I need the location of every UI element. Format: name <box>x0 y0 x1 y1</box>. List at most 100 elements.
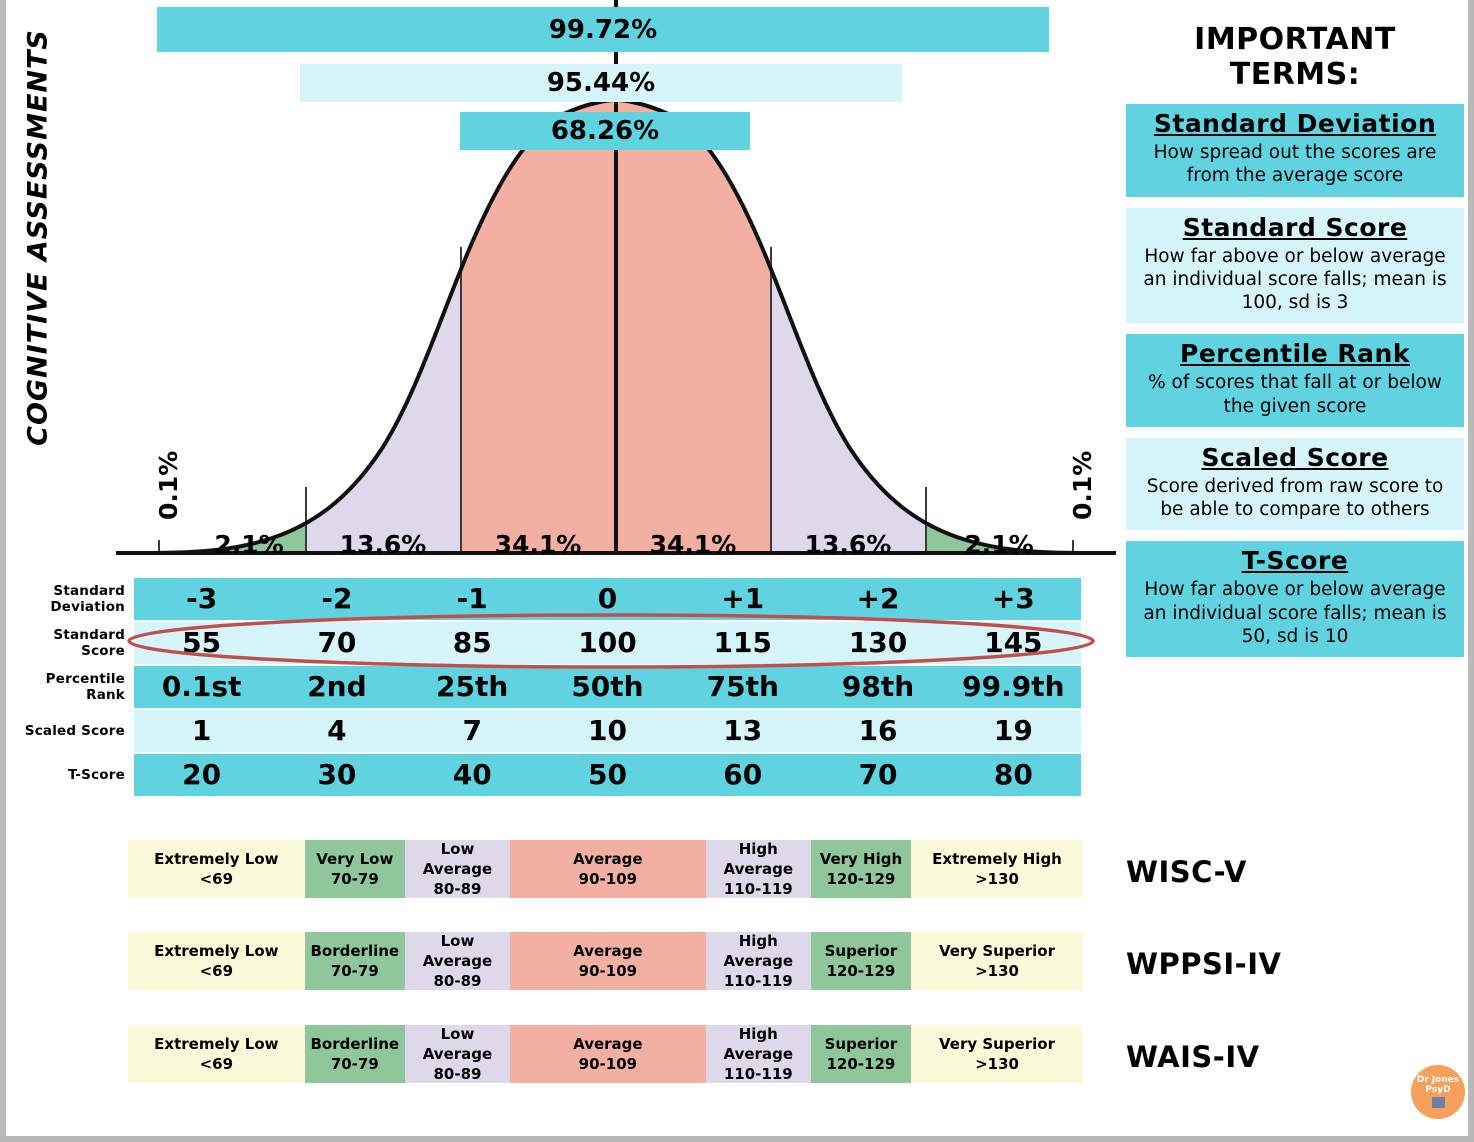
region-pos2-pos3 <box>926 100 1073 553</box>
normal-curve-chart: 99.72% 95.44% 68.26% 0.1% 2.1% 13.6% 34.… <box>116 0 1116 575</box>
category-cell: Low Average 80-89 <box>404 840 510 899</box>
category-name: Average <box>573 849 643 868</box>
category-cell: Average 90-109 <box>509 840 706 898</box>
category-range: 120-129 <box>826 870 896 888</box>
category-range: 110-119 <box>723 972 793 991</box>
region-pct-1: 2.1% <box>214 530 284 559</box>
cell: 25th <box>436 670 509 703</box>
row-label-percentile-rank: Percentile Rank <box>45 671 125 703</box>
cell: 60 <box>723 758 763 791</box>
category-cell: High Average 110-119 <box>705 1024 811 1083</box>
category-name: High Average <box>723 931 793 970</box>
category-range: <69 <box>199 870 234 888</box>
term-card-standard-score: Standard Score How far above or below av… <box>1126 207 1464 324</box>
cell: -1 <box>456 582 488 615</box>
table-row: Standard Score 55 70 85 100 115 130 145 <box>6 622 1096 664</box>
term-description: % of scores that fall at or below the gi… <box>1148 372 1442 417</box>
category-range: 90-109 <box>578 962 638 980</box>
important-terms-panel: IMPORTANT TERMS: Standard Deviation How … <box>1126 22 1464 668</box>
cell: 80 <box>993 758 1033 791</box>
category-cell: Average 90-109 <box>509 1025 706 1083</box>
cell: 75th <box>706 670 779 703</box>
page-title: COGNITIVE ASSESSMENTS <box>22 29 54 446</box>
table-row: Percentile Rank 0.1st 2nd 25th 50th 75th… <box>6 666 1096 708</box>
cell: 85 <box>452 626 492 659</box>
term-description: How spread out the scores are from the a… <box>1153 142 1437 187</box>
dr-jones-psyd-logo: Dr Jones PsyD <box>1411 1065 1465 1119</box>
region-left-tail <box>146 100 159 553</box>
row-label-standard-deviation: Standard Deviation <box>50 583 125 615</box>
category-cell: Superior 120-129 <box>810 932 912 990</box>
cell: 16 <box>858 714 898 747</box>
cell: 0.1st <box>161 670 242 703</box>
category-cell: Extremely Low <69 <box>128 840 305 898</box>
row-cells-t-score: 20 30 40 50 60 70 80 <box>134 754 1081 796</box>
region-pct-4: 34.1% <box>649 530 737 559</box>
category-range: 90-109 <box>578 870 638 888</box>
bell-curve-svg <box>116 0 1116 555</box>
category-range: 70-79 <box>330 962 379 980</box>
row-cells-percentile-rank: 0.1st 2nd 25th 50th 75th 98th 99.9th <box>134 666 1081 708</box>
category-name: Extremely Low <box>154 1034 279 1053</box>
category-range: >130 <box>975 962 1019 980</box>
cell: 40 <box>452 758 492 791</box>
table-row: Scaled Score 1 4 7 10 13 16 19 <box>6 710 1096 752</box>
term-card-scaled-score: Scaled Score Score derived from raw scor… <box>1126 437 1464 531</box>
row-cells-standard-deviation: -3 -2 -1 0 +1 +2 +3 <box>134 578 1081 620</box>
category-cell: Very Superior >130 <box>911 932 1083 990</box>
category-cell: Extremely High >130 <box>911 840 1083 898</box>
category-name: Borderline <box>310 941 400 960</box>
category-name: Extremely Low <box>154 849 279 868</box>
region-pct-5: 13.6% <box>804 530 892 559</box>
category-name: Borderline <box>310 1034 400 1053</box>
terms-panel-title: IMPORTANT TERMS: <box>1194 22 1396 92</box>
region-pct-6: 2.1% <box>964 530 1034 559</box>
category-name: Extremely High <box>932 849 1062 868</box>
category-name: High Average <box>723 1024 793 1063</box>
category-cell: Borderline 70-79 <box>304 1025 405 1083</box>
term-description: Score derived from raw score to be able … <box>1146 475 1444 520</box>
category-name: Superior <box>824 941 898 960</box>
category-cell: High Average 110-119 <box>705 839 811 898</box>
category-range: <69 <box>199 962 234 980</box>
category-cell: High Average 110-119 <box>705 931 811 991</box>
cell: +3 <box>991 582 1035 615</box>
category-range: >130 <box>975 1055 1019 1073</box>
cell: 70 <box>858 758 898 791</box>
cell: 55 <box>182 626 222 659</box>
category-name: High Average <box>723 839 793 878</box>
category-range: >130 <box>975 870 1019 888</box>
cell: -3 <box>186 582 218 615</box>
cell: 19 <box>993 714 1033 747</box>
cell: +2 <box>856 582 900 615</box>
term-heading: Scaled Score <box>1201 442 1389 472</box>
score-conversion-table: Standard Deviation -3 -2 -1 0 +1 +2 +3 S… <box>6 578 1096 798</box>
category-range: <69 <box>199 1055 234 1073</box>
category-name: Average <box>573 1034 643 1053</box>
term-card-t-score: T-Score How far above or below average a… <box>1126 541 1464 657</box>
table-row: T-Score 20 30 40 50 60 70 80 <box>6 754 1096 796</box>
category-cell: Average 90-109 <box>509 932 706 990</box>
category-name: Low Average <box>422 1024 493 1063</box>
test-label-wais-iv: WAIS-IV <box>1126 1040 1260 1074</box>
test-label-wppsi-iv: WPPSI-IV <box>1126 947 1282 981</box>
cell: +1 <box>721 582 765 615</box>
region-pct-2: 13.6% <box>339 530 427 559</box>
cell: 50 <box>588 758 627 791</box>
category-name: Low Average <box>422 931 493 970</box>
term-heading: T-Score <box>1241 546 1349 576</box>
cell: 145 <box>984 626 1043 659</box>
cell: 2nd <box>307 670 367 703</box>
category-cell: Superior 120-129 <box>810 1025 912 1083</box>
category-name: Very Low <box>316 849 394 868</box>
category-cell: Extremely Low <69 <box>128 932 305 990</box>
ci-band-68: 68.26% <box>460 112 750 150</box>
category-range: 70-79 <box>330 1055 379 1073</box>
category-name: Superior <box>824 1034 898 1053</box>
region-pct-left-tail: 0.1% <box>154 450 183 520</box>
category-range: 120-129 <box>826 962 896 980</box>
cell: 4 <box>327 714 347 747</box>
category-range: 80-89 <box>433 880 482 899</box>
category-range: 80-89 <box>433 1065 482 1084</box>
